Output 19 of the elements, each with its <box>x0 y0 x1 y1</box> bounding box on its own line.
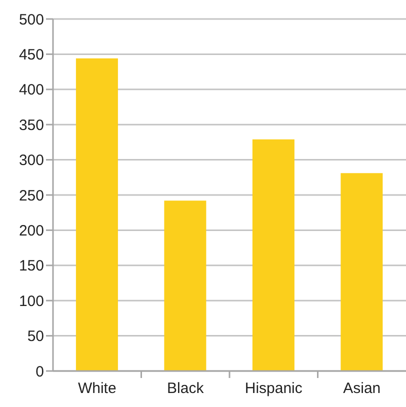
y-tick-label: 200 <box>18 222 44 240</box>
y-tick-label: 350 <box>18 116 44 134</box>
bar <box>164 200 206 371</box>
x-tick-label: Black <box>167 380 204 397</box>
bar <box>340 173 383 371</box>
y-tick-label: 100 <box>18 292 44 310</box>
y-tick-label: 150 <box>18 258 44 275</box>
x-tick-label: Hispanic <box>244 380 303 397</box>
bar <box>252 139 294 371</box>
bar <box>76 58 118 371</box>
y-tick-label: 500 <box>18 11 44 28</box>
y-tick-label: 50 <box>27 328 44 346</box>
y-tick-label: 300 <box>18 152 44 170</box>
y-tick-label: 450 <box>18 46 44 64</box>
y-tick-label: 0 <box>36 363 44 380</box>
y-tick-label: 250 <box>18 187 44 204</box>
x-tick-label: Asian <box>343 380 381 397</box>
y-tick-label: 400 <box>18 82 44 99</box>
x-tick-label: White <box>78 380 116 397</box>
